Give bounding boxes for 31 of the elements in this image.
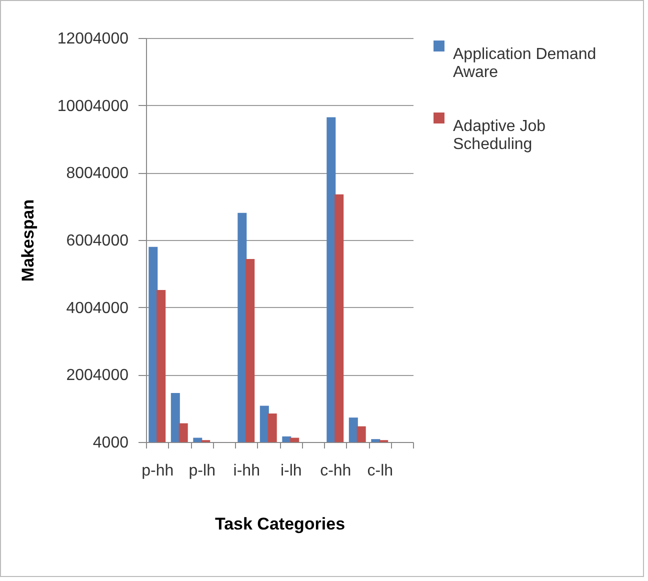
bar xyxy=(290,438,300,442)
bar xyxy=(238,212,247,442)
bar xyxy=(178,423,188,442)
bar xyxy=(356,426,366,442)
x-tick-label: i-lh xyxy=(280,462,302,480)
y-tick-label: 10004000 xyxy=(57,98,129,115)
bar xyxy=(268,414,277,442)
y-axis-title: Makespan xyxy=(18,199,38,282)
y-tick-label: 4004000 xyxy=(66,300,129,317)
legend-label: Application Demand Aware xyxy=(453,46,596,81)
bar xyxy=(170,392,180,442)
bar xyxy=(334,194,344,442)
bar xyxy=(348,418,358,442)
x-axis-title: Task Categories xyxy=(214,514,346,534)
y-tick-label: 8004000 xyxy=(66,165,129,182)
x-tick-label: c-hh xyxy=(320,462,352,480)
y-tick-label: 4000 xyxy=(92,434,129,452)
x-tick-label: p-lh xyxy=(188,462,216,480)
x-tick-label: p-hh xyxy=(142,462,174,480)
legend-label: Adaptive Job Scheduling xyxy=(453,118,546,153)
bar xyxy=(156,290,166,442)
y-tick-label: 6004000 xyxy=(66,232,129,250)
x-tick-label: i-hh xyxy=(233,462,260,480)
bar xyxy=(371,439,380,442)
bar xyxy=(246,258,255,442)
bar xyxy=(326,117,336,442)
y-tick-label: 12004000 xyxy=(57,30,129,48)
x-tick-label: c-lh xyxy=(367,462,394,480)
y-tick-label: 2004000 xyxy=(66,367,129,384)
bar xyxy=(148,246,158,442)
bar xyxy=(260,406,269,442)
